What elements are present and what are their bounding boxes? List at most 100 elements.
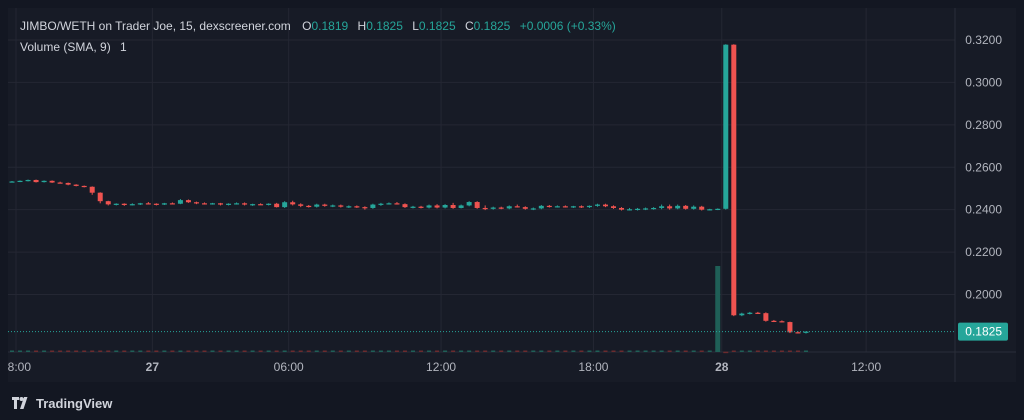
candle-body: [538, 205, 544, 209]
chart-panel[interactable]: 0.3200 0.3000 0.2800 0.2600 0.2400 0.2200 0.20…: [8, 8, 1016, 382]
last-price-badge: [958, 322, 1008, 341]
volume-bar: [427, 350, 432, 352]
candle-body: [169, 203, 175, 205]
high-label: H: [357, 19, 367, 33]
candle-body: [586, 205, 592, 208]
candle-body: [354, 206, 360, 208]
volume-bar: [106, 350, 111, 352]
candle-body: [699, 206, 705, 210]
candle-body: [530, 208, 536, 210]
open-value: 0.1819: [311, 19, 349, 33]
candle-body: [779, 321, 785, 323]
candle-body: [490, 207, 496, 209]
time-tick-label: 12:00: [426, 360, 456, 374]
candle-body: [362, 207, 368, 209]
volume-bar: [467, 350, 472, 352]
candle-body: [49, 180, 55, 183]
candle-body: [121, 203, 127, 206]
close-label: C: [464, 19, 474, 33]
candle-body: [611, 206, 616, 208]
candle-body: [619, 207, 625, 210]
volume-bar: [587, 350, 592, 352]
candle-body: [153, 203, 159, 205]
volume-bar: [443, 350, 448, 352]
candle-body: [787, 322, 793, 333]
volume-bar: [643, 350, 648, 352]
candle-body: [218, 203, 224, 205]
time-tick-label: 18:00: [578, 360, 608, 374]
price-chart[interactable]: 0.3200 0.3000 0.2800 0.2600 0.2400 0.2200 0.20…: [8, 8, 1016, 382]
candle-body: [73, 184, 79, 186]
volume-bar: [619, 350, 624, 352]
volume-bar: [787, 350, 792, 352]
volume-bar: [346, 350, 351, 352]
candle-body: [506, 206, 512, 209]
volume-bar: [627, 350, 632, 352]
volume-bar: [795, 350, 800, 352]
close-value: 0.1825: [473, 19, 511, 33]
candle-body: [578, 206, 584, 208]
candle-body: [723, 44, 729, 209]
candle-body: [346, 206, 352, 208]
volume-bar: [378, 350, 383, 352]
volume-bar: [747, 350, 752, 352]
volume-bar: [563, 350, 568, 352]
candle-body: [442, 205, 448, 208]
candle-body: [137, 203, 143, 205]
price-tick-label: 0.2800: [965, 118, 1002, 132]
candle-body: [707, 209, 713, 211]
candle-body: [33, 179, 39, 183]
volume-bar: [218, 350, 223, 352]
volume-bar: [763, 350, 768, 352]
candle-body: [731, 44, 737, 316]
candle-body: [522, 207, 528, 209]
time-tick-label: 28: [715, 360, 729, 374]
candle-body: [659, 206, 665, 208]
volume-bar: [146, 350, 151, 352]
candle-body: [338, 205, 344, 207]
volume-bar: [539, 350, 544, 352]
candle-body: [322, 204, 328, 206]
volume-bar: [338, 350, 343, 352]
volume-bar: [250, 350, 255, 352]
volume-bar: [803, 350, 808, 352]
volume-bar: [66, 350, 71, 352]
volume-bar: [394, 350, 399, 352]
volume-bar: [459, 350, 464, 352]
volume-bar: [26, 350, 31, 352]
volume-bar: [10, 350, 14, 352]
candle-body: [17, 180, 23, 183]
candle-body: [378, 203, 384, 205]
volume-bar: [771, 350, 776, 352]
candle-body: [314, 204, 320, 207]
volume-bar: [322, 350, 327, 352]
candle-body: [763, 313, 769, 321]
candle-body: [715, 208, 721, 211]
candle-body: [402, 204, 408, 208]
candle-body: [201, 203, 207, 205]
volume-bar: [739, 350, 744, 352]
volume-label: Volume (SMA, 9): [20, 40, 111, 54]
symbol-title: JIMBO/WETH on Trader Joe, 15, dexscreene…: [20, 19, 291, 33]
candle-body: [298, 204, 304, 206]
tradingview-attribution[interactable]: TradingView: [10, 393, 112, 413]
candle-body: [410, 206, 416, 208]
candle-body: [667, 206, 673, 209]
price-tick-label: 0.2600: [965, 160, 1002, 174]
candle-body: [691, 206, 697, 209]
candle-body: [755, 312, 761, 314]
candle-body: [627, 209, 633, 211]
volume-bar: [370, 350, 375, 352]
candle-body: [250, 204, 256, 206]
time-tick-label: 18:00: [8, 360, 31, 374]
volume-bar: [226, 350, 231, 352]
volume-bar: [354, 350, 359, 352]
candle-body: [450, 205, 456, 208]
candle-body: [643, 208, 649, 210]
volume-value: 1: [120, 40, 127, 54]
candle-body: [145, 203, 151, 205]
volume-bar: [755, 350, 760, 352]
candle-body: [89, 186, 95, 193]
volume-bar: [242, 350, 247, 352]
change-value: +0.0006 (+0.33%): [519, 19, 616, 33]
